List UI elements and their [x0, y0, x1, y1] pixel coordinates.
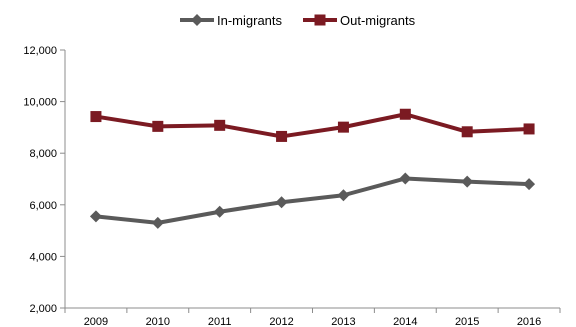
out-migrants-point	[337, 121, 349, 133]
in-migrants-point	[89, 210, 102, 223]
in-migrants-point	[523, 178, 536, 191]
out-migrants-point	[214, 119, 226, 131]
chart-legend: In-migrants Out-migrants	[180, 13, 416, 28]
out-migrants-point	[399, 108, 411, 120]
in-migrants-line	[95, 176, 530, 225]
legend-label: Out-migrants	[340, 13, 416, 28]
in-migrants-point	[399, 172, 412, 185]
in-migrants-point	[337, 189, 350, 202]
in-migrants-point	[461, 175, 474, 188]
x-tick-label: 2013	[331, 316, 355, 327]
y-tick-label: 2,000	[29, 303, 57, 315]
legend-item-in-migrants: In-migrants	[180, 13, 283, 28]
y-tick-label: 10,000	[23, 97, 57, 109]
legend-item-out-migrants: Out-migrants	[303, 13, 416, 28]
x-axis: 2009 2010 2011 2012 2013 2014 2015 2016	[64, 307, 561, 327]
x-tick-label: 2015	[455, 316, 479, 327]
legend-marker	[314, 14, 326, 26]
y-tick-label: 8,000	[29, 148, 57, 160]
out-migrants-series	[90, 108, 535, 142]
out-migrants-point	[523, 123, 535, 135]
x-tick-label: 2012	[269, 316, 293, 327]
x-tick-label: 2011	[208, 316, 232, 327]
out-migrants-point	[90, 111, 102, 123]
y-axis: 2,000 4,000 6,000 8,000 10,000 12,000	[23, 45, 66, 315]
out-migrants-point	[276, 130, 288, 142]
x-tick-label: 2009	[84, 316, 108, 327]
legend-label: In-migrants	[217, 13, 283, 28]
y-tick-label: 12,000	[23, 45, 57, 57]
legend-marker	[191, 14, 203, 26]
in-migrants-point	[213, 205, 226, 218]
out-migrants-point	[152, 120, 164, 132]
y-tick-label: 4,000	[29, 251, 57, 263]
in-migrants-point	[275, 196, 288, 209]
x-tick-label: 2016	[517, 316, 541, 327]
x-tick-label: 2014	[393, 316, 417, 327]
in-migrants-point	[151, 216, 164, 229]
y-tick-label: 6,000	[29, 200, 57, 212]
out-migrants-line	[95, 112, 530, 139]
x-tick-label: 2010	[146, 316, 170, 327]
series-layer	[89, 108, 536, 229]
in-migrants-series	[89, 172, 536, 229]
out-migrants-point	[461, 126, 473, 138]
